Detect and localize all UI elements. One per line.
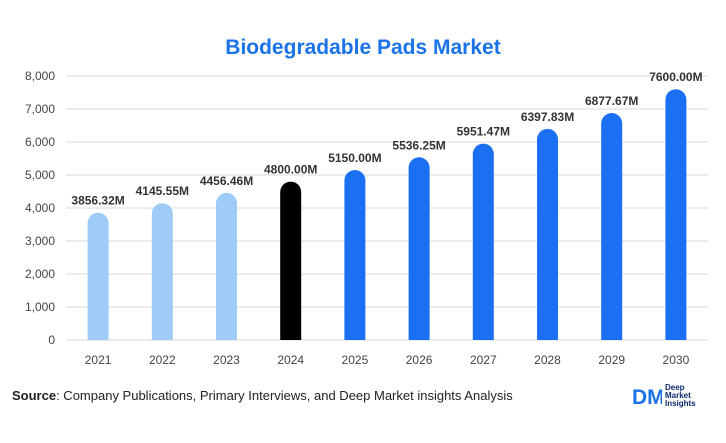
bar [537, 128, 558, 340]
svg-text:DM: DM [632, 386, 662, 407]
bars [87, 89, 687, 340]
data-label: 6397.83M [521, 110, 574, 124]
source-text: : Company Publications, Primary Intervie… [56, 388, 513, 403]
data-label: 4456.46M [200, 174, 253, 188]
bar [408, 157, 430, 340]
source-label: Source [12, 388, 57, 403]
x-tick-label: 2022 [149, 353, 176, 367]
data-label: 5150.00M [328, 151, 381, 165]
bar [216, 192, 237, 340]
x-tick-label: 2023 [213, 353, 240, 367]
chart-title: Biodegradable Pads Market [225, 36, 501, 59]
grid-lines [66, 75, 708, 341]
deep-market-insights-logo: DM Deep Market Insights [632, 384, 696, 408]
bar [151, 203, 173, 340]
bar [87, 212, 109, 340]
y-tick-label: 7,000 [25, 102, 55, 116]
data-label: 7600.00M [649, 70, 702, 84]
data-label: 3856.32M [71, 194, 124, 208]
bar [665, 89, 687, 340]
y-tick-label: 2,000 [25, 267, 55, 281]
y-tick-label: 6,000 [25, 135, 55, 149]
x-tick-label: 2029 [598, 353, 625, 367]
bar [344, 170, 366, 340]
y-tick-label: 0 [48, 333, 55, 347]
x-tick-label: 2027 [470, 353, 497, 367]
y-axis-ticks: 0 1,000 2,000 3,000 4,000 5,000 6,000 7,000 8,00… [25, 69, 55, 347]
x-tick-label: 2021 [85, 353, 112, 367]
x-tick-label: 2028 [534, 353, 561, 367]
y-tick-label: 8,000 [25, 69, 55, 83]
y-tick-label: 4,000 [25, 201, 55, 215]
data-label: 5951.47M [457, 125, 510, 139]
data-label: 4145.55M [136, 184, 189, 198]
x-axis-ticks: 2021 2022 2023 2024 2025 2026 2027 2028 2029 2030 [85, 353, 690, 367]
data-label: 5536.25M [392, 138, 445, 152]
bar [601, 113, 623, 340]
logo-line: Market [665, 391, 691, 400]
y-tick-label: 5,000 [25, 168, 55, 182]
y-tick-label: 3,000 [25, 234, 55, 248]
dm-logo-icon: DM [632, 386, 662, 407]
logo-line: Deep [665, 383, 685, 392]
x-tick-label: 2026 [406, 353, 433, 367]
bar [280, 181, 302, 340]
data-label: 6877.67M [585, 94, 638, 108]
source-note: Source: Company Publications, Primary In… [12, 388, 513, 403]
x-tick-label: 2025 [342, 353, 369, 367]
logo-wordmark: Deep Market Insights [665, 384, 696, 408]
x-tick-label: 2024 [277, 353, 304, 367]
data-labels: 3856.32M 4145.55M 4456.46M 4800.00M 5150.00M… [71, 70, 702, 208]
data-label: 4800.00M [264, 163, 317, 177]
logo-line: Insights [665, 399, 696, 408]
y-tick-label: 1,000 [25, 300, 55, 314]
x-tick-label: 2030 [663, 353, 690, 367]
bar [472, 143, 494, 340]
